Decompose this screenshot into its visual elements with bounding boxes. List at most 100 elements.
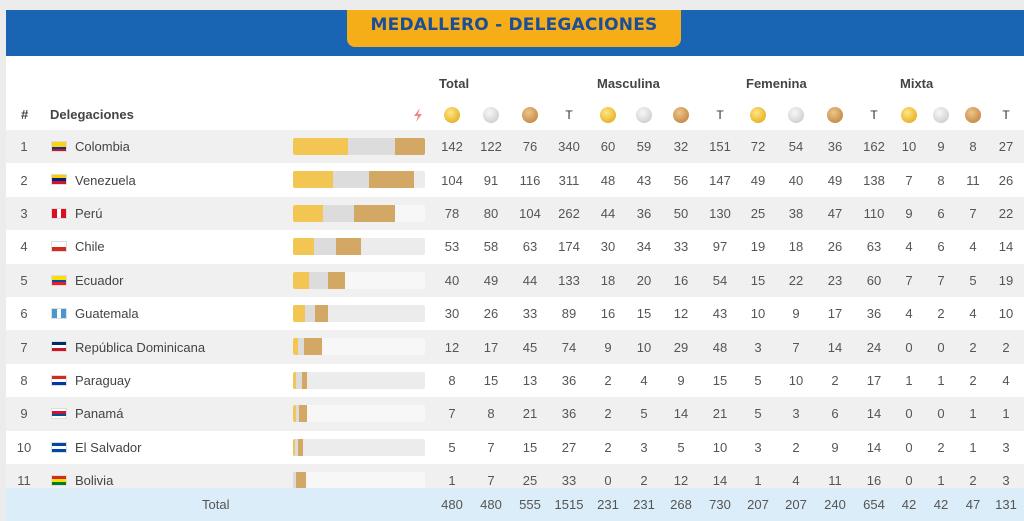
value-cell: 59: [636, 139, 652, 155]
value-cell: 12: [673, 473, 689, 489]
country-name[interactable]: República Dominicana: [75, 339, 206, 355]
table-row[interactable]: 4 Chile 53 58 63 174 30 34 33 97 19 18 26 63 4 6 4 14: [6, 230, 1024, 263]
silver-segment: [297, 338, 305, 356]
value-cell: 5: [640, 406, 648, 422]
country-name[interactable]: Venezuela: [75, 172, 136, 188]
delegations-header[interactable]: Delegaciones: [50, 107, 134, 122]
total-column-header[interactable]: T: [554, 105, 584, 125]
value-cell: 4: [640, 372, 648, 388]
bronze-column-header[interactable]: [820, 105, 850, 125]
value-cell: 15: [483, 372, 499, 388]
bronze-column-header[interactable]: [958, 105, 988, 125]
value-cell: 0: [905, 339, 913, 355]
value-cell: 9: [792, 306, 800, 322]
table-row[interactable]: 6 Guatemala 30 26 33 89 16 15 12 43 10 9 17 36 4 2 4 10: [6, 297, 1024, 330]
gold-column-header[interactable]: [437, 105, 467, 125]
gold-medal-icon: [750, 107, 766, 123]
value-cell: 151: [709, 139, 731, 155]
silver-column-header[interactable]: [629, 105, 659, 125]
silver-segment: [333, 171, 369, 189]
value-cell: 14: [866, 406, 882, 422]
gold-column-header[interactable]: [593, 105, 623, 125]
country-name[interactable]: El Salvador: [75, 439, 142, 455]
medal-distribution-bar: [293, 405, 425, 423]
value-cell: 14: [866, 439, 882, 455]
table-row[interactable]: 1 Colombia 142 122 76 340 60 59 32 151 72 54 36 162 10…: [6, 130, 1024, 164]
medal-table-panel: MEDALLERO - DELEGACIONES Total Masculina…: [6, 10, 1024, 521]
value-cell: 44: [522, 272, 538, 288]
value-cell: 44: [600, 205, 616, 221]
rank-cell: 7: [20, 339, 28, 355]
group-femenina-label: Femenina: [746, 76, 807, 91]
value-cell: 1: [905, 372, 913, 388]
country-name[interactable]: Chile: [75, 239, 105, 255]
table-row[interactable]: 9 Panamá 7 8 21 36 2 5 14 21 5 3 6 14 0 0 1 1: [6, 397, 1024, 431]
total-value-cell: 555: [519, 497, 541, 512]
rank-cell: 4: [20, 239, 28, 255]
silver-column-header[interactable]: [926, 105, 956, 125]
value-cell: 5: [677, 439, 685, 455]
gold-medal-icon: [444, 107, 460, 123]
silver-segment: [323, 204, 355, 222]
gold-column-header[interactable]: [894, 105, 924, 125]
bronze-column-header[interactable]: [666, 105, 696, 125]
country-name[interactable]: Bolivia: [75, 473, 114, 489]
total-column-header[interactable]: T: [705, 105, 735, 125]
value-cell: 40: [444, 272, 460, 288]
total-column-label: T: [1002, 108, 1010, 122]
medal-distribution-bar: [293, 304, 425, 322]
sort-arrows-icon[interactable]: [411, 107, 425, 123]
silver-medal-icon: [636, 107, 652, 123]
table-row[interactable]: 10 El Salvador 5 7 15 27 2 3 5 10 3 2 9 14 0 2 1 3: [6, 431, 1024, 464]
silver-column-header[interactable]: [476, 105, 506, 125]
total-row-label: Total: [202, 497, 230, 512]
value-cell: 22: [998, 205, 1014, 221]
value-cell: 0: [937, 339, 945, 355]
table-row[interactable]: 7 República Dominicana 12 17 45 74 9 10 29 48 3 7 14…: [6, 330, 1024, 364]
value-cell: 11: [828, 473, 842, 489]
bronze-column-header[interactable]: [515, 105, 545, 125]
country-name[interactable]: Ecuador: [75, 272, 124, 288]
rank-cell: 5: [20, 272, 28, 288]
value-cell: 2: [604, 372, 612, 388]
value-cell: 26: [827, 239, 843, 255]
value-cell: 0: [937, 406, 945, 422]
flag-icon: [51, 207, 67, 219]
value-cell: 48: [600, 172, 616, 188]
country-name[interactable]: Guatemala: [75, 306, 139, 322]
total-column-header[interactable]: T: [991, 105, 1021, 125]
country-name[interactable]: Colombia: [75, 139, 130, 155]
value-cell: 0: [905, 473, 913, 489]
value-cell: 13: [522, 372, 538, 388]
value-cell: 1: [937, 473, 945, 489]
value-cell: 26: [998, 172, 1014, 188]
table-row[interactable]: 3 Perú 78 80 104 262 44 36 50 130 25 38 47 110 9 6 7 22: [6, 196, 1024, 231]
bronze-segment: [298, 405, 307, 423]
value-cell: 36: [561, 406, 577, 422]
medal-distribution-bar: [293, 204, 425, 222]
value-cell: 3: [754, 439, 762, 455]
value-cell: 76: [522, 139, 538, 155]
country-name[interactable]: Panamá: [75, 406, 124, 422]
country-name[interactable]: Paraguay: [75, 372, 131, 388]
silver-segment: [304, 304, 315, 322]
medal-distribution-bar: [293, 171, 425, 189]
table-row[interactable]: 5 Ecuador 40 49 44 133 18 20 16 54 15 22 23 60 7 7 5 19: [6, 263, 1024, 297]
value-cell: 0: [604, 473, 612, 489]
value-cell: 16: [866, 473, 882, 489]
table-row[interactable]: 2 Venezuela 104 91 116 311 48 43 56 147 49 40 49 138 7…: [6, 163, 1024, 196]
value-cell: 50: [673, 205, 689, 221]
value-cell: 122: [480, 139, 502, 155]
table-row[interactable]: 8 Paraguay 8 15 13 36 2 4 9 15 5 10 2 17 1 1 2 4: [6, 364, 1024, 397]
value-cell: 33: [561, 473, 577, 489]
gold-column-header[interactable]: [743, 105, 773, 125]
total-value-cell: 42: [933, 497, 949, 512]
country-name[interactable]: Perú: [75, 205, 103, 221]
value-cell: 43: [636, 172, 652, 188]
total-column-header[interactable]: T: [859, 105, 889, 125]
value-cell: 49: [483, 272, 499, 288]
total-value-cell: 240: [824, 497, 846, 512]
value-cell: 18: [600, 272, 616, 288]
silver-column-header[interactable]: [781, 105, 811, 125]
value-cell: 91: [483, 172, 499, 188]
